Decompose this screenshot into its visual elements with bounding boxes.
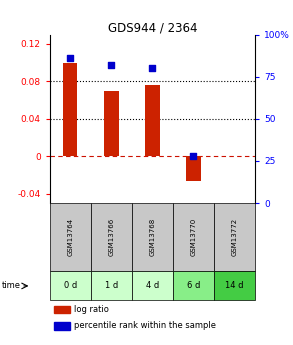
Bar [50,203,91,272]
Title: GDS944 / 2364: GDS944 / 2364 [108,21,197,34]
Text: GSM13768: GSM13768 [149,218,155,256]
Bar [50,272,91,300]
Text: GSM13772: GSM13772 [231,218,237,256]
Bar [214,272,255,300]
Bar [132,203,173,272]
Bar [173,272,214,300]
Text: 1 d: 1 d [105,282,118,290]
Bar [91,272,132,300]
Text: 14 d: 14 d [225,282,244,290]
Bar [132,272,173,300]
Bar [173,203,214,272]
Bar [186,156,200,180]
Bar [54,322,70,329]
Text: 4 d: 4 d [146,282,159,290]
Bar [54,306,70,313]
Point [109,62,114,68]
Text: 6 d: 6 d [187,282,200,290]
Point [68,55,73,61]
Bar [91,203,132,272]
Bar [214,203,255,272]
Bar [145,85,160,156]
Bar [104,91,119,156]
Text: 0 d: 0 d [64,282,77,290]
Text: log ratio: log ratio [74,305,109,314]
Text: time: time [2,282,21,290]
Text: GSM13764: GSM13764 [67,218,73,256]
Text: GSM13766: GSM13766 [108,218,114,256]
Point [150,66,155,71]
Text: percentile rank within the sample: percentile rank within the sample [74,321,217,330]
Text: GSM13770: GSM13770 [190,218,196,256]
Point [191,153,196,159]
Bar [63,62,77,156]
